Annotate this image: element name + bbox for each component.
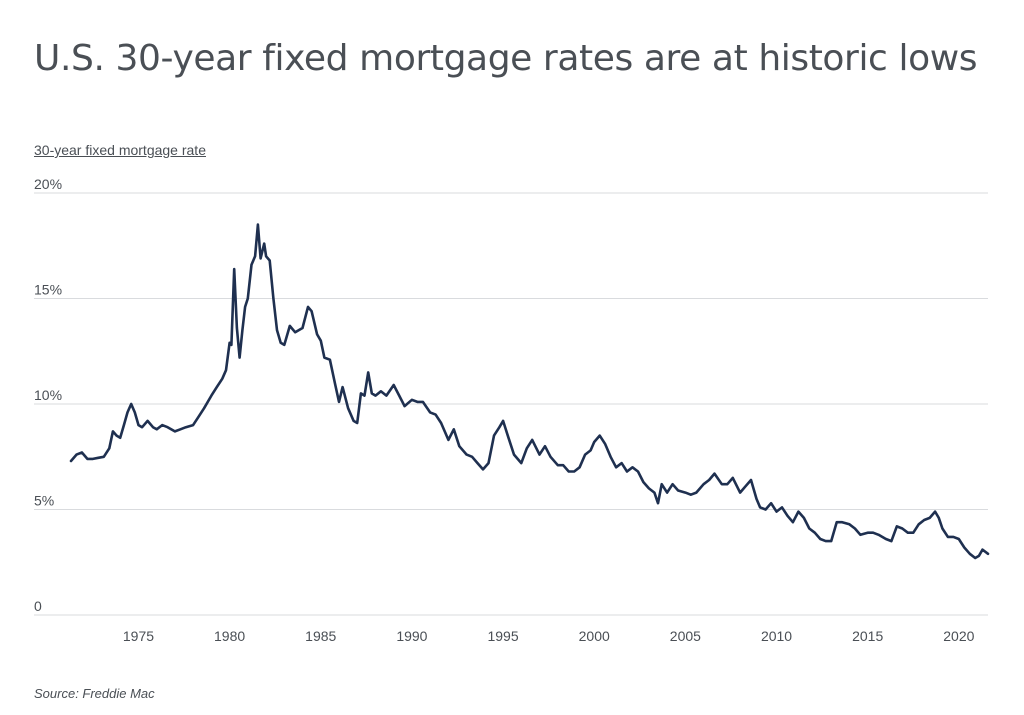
- series-line-0: [69, 223, 990, 560]
- x-tick-label: 2005: [670, 628, 701, 644]
- x-axis-ticks: 1975 1980 1985 1990 1995 2000 2005 2010 2015 2020: [123, 628, 975, 644]
- source-note: Source: Freddie Mac: [34, 686, 155, 701]
- series-layer: [69, 223, 990, 560]
- x-tick-label: 1990: [396, 628, 427, 644]
- y-axis-label: 30-year fixed mortgage rate: [34, 142, 206, 158]
- y-tick-label: 15%: [34, 282, 62, 298]
- x-tick-label: 1975: [123, 628, 154, 644]
- y-tick-label: 0: [34, 598, 42, 614]
- y-tick-label: 5%: [34, 493, 54, 509]
- y-tick-label: 10%: [34, 387, 62, 403]
- gridlines: [34, 192, 988, 616]
- x-tick-label: 1995: [487, 628, 518, 644]
- chart-title: U.S. 30-year fixed mortgage rates are at…: [34, 38, 978, 79]
- x-tick-label: 2015: [852, 628, 883, 644]
- y-tick-label: 20%: [34, 176, 62, 192]
- x-tick-label: 2010: [761, 628, 792, 644]
- y-axis-ticks: 0 5% 10% 15% 20%: [34, 176, 62, 614]
- x-tick-label: 1980: [214, 628, 245, 644]
- x-tick-label: 2000: [579, 628, 610, 644]
- x-tick-label: 2020: [943, 628, 974, 644]
- x-tick-label: 1985: [305, 628, 336, 644]
